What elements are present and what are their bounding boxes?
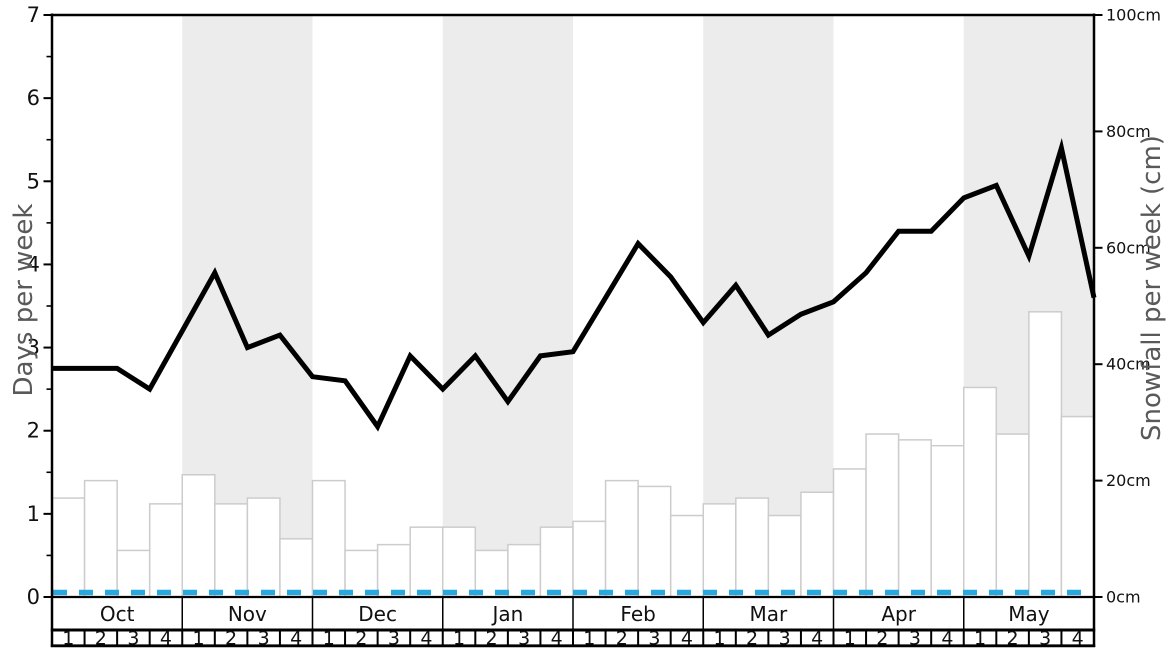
snowfall-bar <box>1060 415 1095 598</box>
week-label: 2 <box>616 628 628 648</box>
left-tick-label: 1 <box>27 502 40 526</box>
month-label: Nov <box>228 602 267 626</box>
snowfall-bar <box>181 474 216 598</box>
month-row: Oct Nov Dec Jan Feb Mar Apr May <box>100 597 1050 630</box>
left-axis-ticks: 0 1 2 3 4 5 6 7 <box>27 3 52 609</box>
week-label: 1 <box>583 628 595 648</box>
right-tick-label: 40cm <box>1106 355 1151 374</box>
week-label: 4 <box>551 628 563 648</box>
snowfall-bar <box>669 514 704 598</box>
snowfall-bar <box>572 520 607 598</box>
week-label: 3 <box>648 628 660 648</box>
week-label: 3 <box>258 628 270 648</box>
month-label: May <box>1008 602 1050 626</box>
week-label: 3 <box>127 628 139 648</box>
week-label: 2 <box>95 628 107 648</box>
week-label: 4 <box>290 628 302 648</box>
week-label: 1 <box>62 628 74 648</box>
snowfall-bar <box>1028 311 1063 598</box>
month-label: Feb <box>620 602 655 626</box>
week-label: 4 <box>160 628 172 648</box>
week-label: 2 <box>486 628 498 648</box>
left-tick-label: 2 <box>27 419 40 443</box>
left-tick-label: 4 <box>27 252 40 276</box>
week-label: 4 <box>811 628 823 648</box>
shaded-band-jan <box>442 15 573 597</box>
month-label: Apr <box>881 602 916 626</box>
week-label: 1 <box>323 628 335 648</box>
left-tick-label: 5 <box>27 169 40 193</box>
week-label: 2 <box>876 628 888 648</box>
month-label: Oct <box>100 602 135 626</box>
week-label: 3 <box>909 628 921 648</box>
snowfall-bar <box>246 497 281 598</box>
snowfall-bar <box>279 538 314 598</box>
week-label: 4 <box>681 628 693 648</box>
week-label: 2 <box>225 628 237 648</box>
snowfall-bar <box>539 526 574 598</box>
week-label: 1 <box>844 628 856 648</box>
left-tick-label: 3 <box>27 336 40 360</box>
snowfall-bar <box>995 433 1030 598</box>
snowfall-bar <box>930 444 965 598</box>
snowfall-bar <box>637 485 672 598</box>
snowfall-bar <box>767 514 802 598</box>
snowfall-bar <box>507 543 542 598</box>
week-label: 2 <box>1007 628 1019 648</box>
month-label: Dec <box>358 602 397 626</box>
month-label: Mar <box>750 602 789 626</box>
snowfall-bar <box>409 526 444 598</box>
snowfall-bar <box>344 549 379 598</box>
right-axis-title: Snowfall per week (cm) <box>1137 135 1167 441</box>
snowfall-bar <box>963 386 998 598</box>
right-axis-ticks: 0cm 20cm 40cm 60cm 80cm 100cm <box>1094 6 1161 607</box>
snowfall-bar <box>51 497 86 598</box>
snowfall-bar <box>702 503 737 598</box>
week-label: 3 <box>518 628 530 648</box>
week-label: 1 <box>453 628 465 648</box>
snowfall-bar <box>897 439 932 598</box>
snowfall-bar <box>735 497 770 598</box>
left-tick-label: 6 <box>27 86 40 110</box>
snowfall-bar <box>442 526 477 598</box>
right-tick-label: 60cm <box>1106 238 1151 257</box>
snowfall-bar <box>800 491 835 598</box>
week-label: 4 <box>420 628 432 648</box>
snowfall-bar <box>214 503 249 598</box>
left-tick-label: 0 <box>27 585 40 609</box>
week-label: 1 <box>192 628 204 648</box>
snowfall-bars <box>51 311 1095 598</box>
left-axis-title: Days per week <box>9 203 39 397</box>
right-tick-label: 20cm <box>1106 471 1151 490</box>
snowfall-bar <box>604 479 639 598</box>
right-tick-label: 100cm <box>1106 6 1161 25</box>
left-tick-label: 7 <box>27 3 40 27</box>
snowfall-bar <box>83 479 118 598</box>
week-label: 4 <box>1072 628 1084 648</box>
week-label: 1 <box>713 628 725 648</box>
week-label: 1 <box>974 628 986 648</box>
week-label: 4 <box>941 628 953 648</box>
snowfall-bar <box>148 503 183 598</box>
snowfall-bar <box>311 479 346 598</box>
week-label: 3 <box>779 628 791 648</box>
snowfall-bar <box>865 433 900 598</box>
right-tick-label: 0cm <box>1106 588 1141 607</box>
week-label: 3 <box>1039 628 1051 648</box>
snowfall-bar <box>832 468 867 598</box>
month-label: Jan <box>490 602 523 626</box>
week-label: 3 <box>388 628 400 648</box>
snowfall-bar <box>376 543 411 598</box>
right-tick-label: 80cm <box>1106 122 1151 141</box>
week-label: 2 <box>746 628 758 648</box>
days-per-week-line <box>52 138 1097 432</box>
week-label: 2 <box>355 628 367 648</box>
